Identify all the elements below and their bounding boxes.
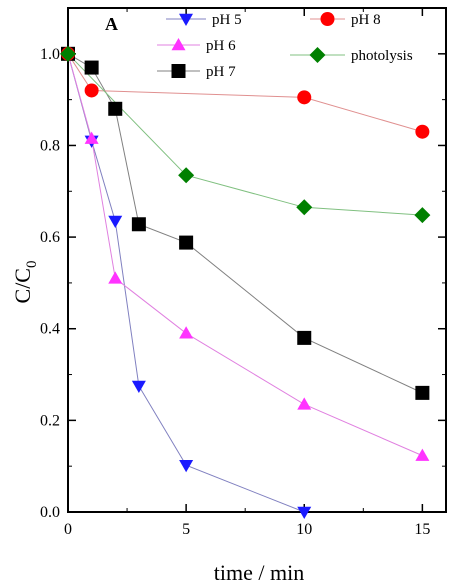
legend-marker-ph-7 (171, 64, 186, 78)
panel-label: A (105, 14, 118, 34)
series-line-ph-6 (67, 53, 423, 457)
data-point-ph-5 (179, 460, 194, 473)
data-point-photolysis (296, 199, 313, 216)
axes: 0 5 10 15 0.0 0.2 0.4 0.6 0.8 1.0 (40, 7, 447, 538)
series-markers (60, 45, 431, 519)
x-axis-title: time / min (214, 560, 304, 585)
y-axis-title-main: C/C (10, 268, 35, 303)
data-point-ph-8 (297, 90, 312, 105)
legend-marker-ph-8 (320, 12, 335, 26)
data-point-ph-7 (108, 101, 123, 116)
y-axis-title-subscript: 0 (24, 261, 40, 269)
y-tick-label: 0.6 (40, 229, 60, 246)
data-point-ph-7 (297, 330, 312, 345)
y-tick-label: 0.8 (40, 137, 60, 154)
x-tick-label: 10 (296, 521, 312, 538)
data-point-photolysis (178, 167, 195, 184)
data-point-ph-8 (415, 124, 430, 139)
legend-label-ph-6: pH 6 (206, 38, 236, 54)
y-tick-label: 0.4 (40, 321, 60, 338)
data-point-ph-5 (108, 215, 123, 229)
data-point-ph-7 (415, 385, 430, 400)
legend-label-ph-5: pH 5 (212, 12, 242, 28)
legend-marker-ph-6 (171, 38, 186, 51)
plot-frame (67, 7, 447, 513)
data-point-photolysis (414, 207, 431, 224)
legend-marker-photolysis (309, 47, 326, 63)
data-point-ph-6 (84, 131, 99, 144)
legend: pH 5 pH 6 pH 7 pH 8 photolysis (157, 12, 413, 80)
y-tick-label: 0.0 (40, 504, 60, 521)
data-point-ph-7 (179, 235, 194, 250)
data-point-ph-6 (108, 271, 123, 284)
data-point-ph-6 (415, 448, 430, 461)
data-point-photolysis (60, 45, 76, 62)
x-tick-label: 15 (414, 521, 430, 538)
data-point-ph-7 (84, 60, 99, 75)
x-tick-label: 5 (182, 521, 190, 538)
y-tick-label: 1.0 (40, 46, 60, 63)
data-point-ph-7 (131, 217, 146, 232)
legend-label-ph-8: pH 8 (351, 12, 381, 28)
data-point-ph-5 (297, 506, 312, 519)
y-tick-label: 0.2 (40, 412, 60, 429)
series-line-ph-5 (67, 53, 305, 513)
legend-label-ph-7: pH 7 (206, 64, 236, 80)
series-line-ph-8 (67, 53, 423, 133)
data-point-ph-8 (84, 83, 99, 98)
y-axis-title: C/C0 (10, 261, 40, 304)
data-point-ph-6 (297, 397, 312, 410)
legend-marker-ph-5 (179, 13, 193, 26)
data-point-ph-6 (179, 326, 194, 339)
series-line-photolysis (67, 53, 423, 216)
legend-label-photolysis: photolysis (351, 48, 413, 64)
data-point-ph-5 (131, 380, 146, 393)
x-tick-label: 0 (64, 521, 72, 538)
